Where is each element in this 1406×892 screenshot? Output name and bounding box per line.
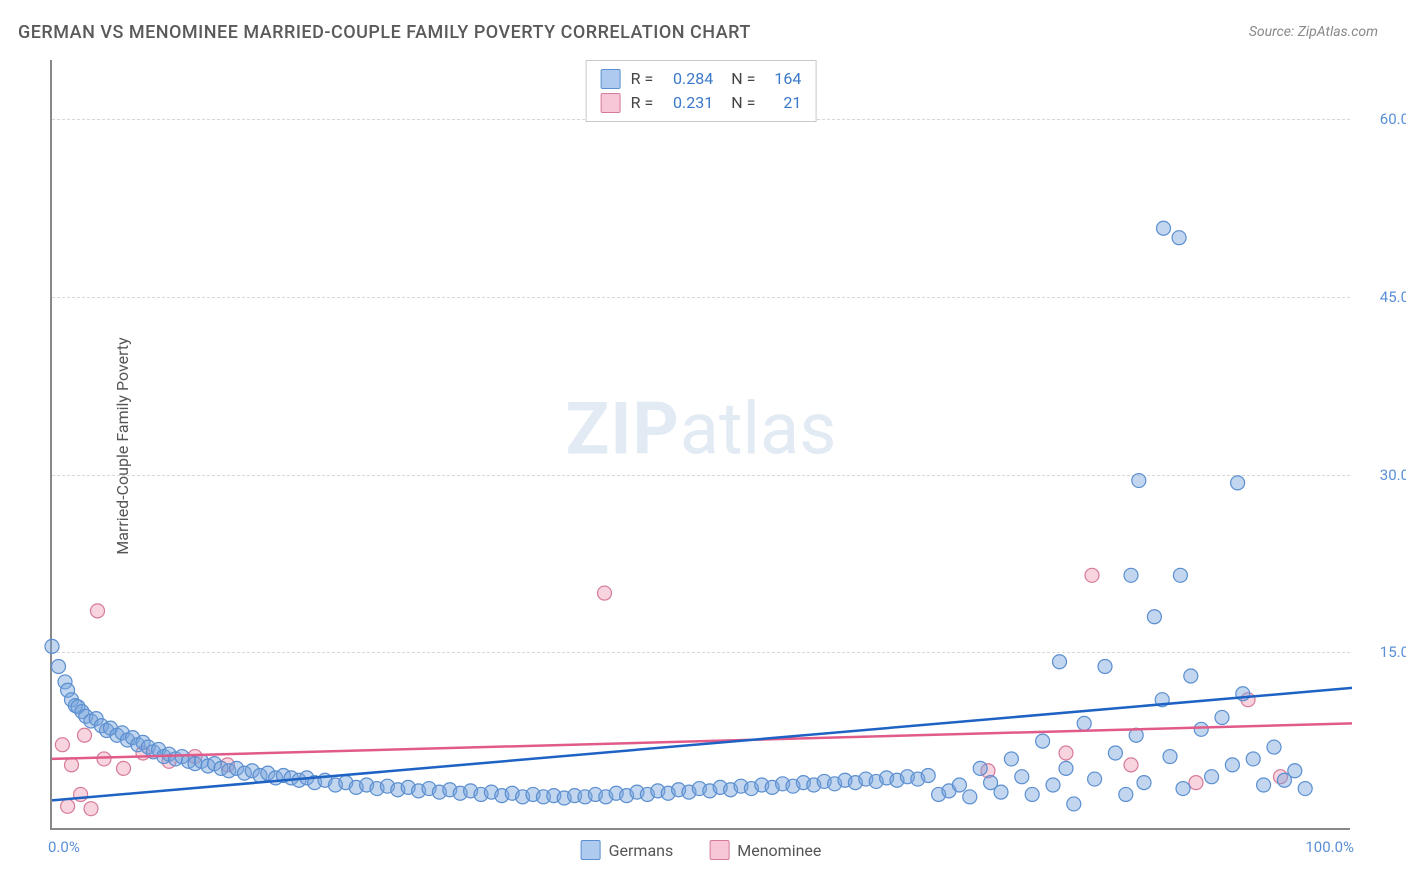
legend-n-label-2: N = (731, 91, 755, 115)
xtick-left: 0.0% (48, 838, 80, 856)
legend-item-menominee: Menominee (709, 840, 821, 860)
legend-n-germans: 164 (765, 67, 801, 91)
legend-r-label-1: R = (631, 67, 654, 91)
swatch-menominee-icon (601, 93, 621, 113)
chart-title: GERMAN VS MENOMINEE MARRIED-COUPLE FAMIL… (18, 22, 751, 43)
legend-label-germans: Germans (609, 841, 674, 860)
ytick-label: 45.0% (1360, 288, 1406, 306)
legend-r-label-2: R = (631, 91, 654, 115)
swatch-menominee-2-icon (709, 840, 729, 860)
ytick-label: 15.0% (1360, 643, 1406, 661)
legend-correlation: R = 0.284 N = 164 R = 0.231 N = 21 (586, 60, 817, 122)
legend-item-germans: Germans (581, 840, 674, 860)
legend-series: Germans Menominee (581, 840, 822, 860)
legend-n-menominee: 21 (765, 91, 801, 115)
plot-svg (52, 60, 1350, 828)
swatch-germans-2-icon (581, 840, 601, 860)
ytick-label: 30.0% (1360, 466, 1406, 484)
legend-label-menominee: Menominee (737, 841, 821, 860)
legend-r-menominee: 0.231 (663, 91, 713, 115)
legend-row-menominee: R = 0.231 N = 21 (601, 91, 802, 115)
legend-row-germans: R = 0.284 N = 164 (601, 67, 802, 91)
plot-area: ZIPatlas 15.0%30.0%45.0%60.0% R = 0.284 … (50, 60, 1350, 830)
source-attribution: Source: ZipAtlas.com (1249, 24, 1378, 40)
xtick-right: 100.0% (1305, 838, 1354, 856)
legend-n-label-1: N = (731, 67, 755, 91)
legend-r-germans: 0.284 (663, 67, 713, 91)
chart-container: GERMAN VS MENOMINEE MARRIED-COUPLE FAMIL… (0, 0, 1406, 892)
ytick-label: 60.0% (1360, 110, 1406, 128)
swatch-germans-icon (601, 69, 621, 89)
